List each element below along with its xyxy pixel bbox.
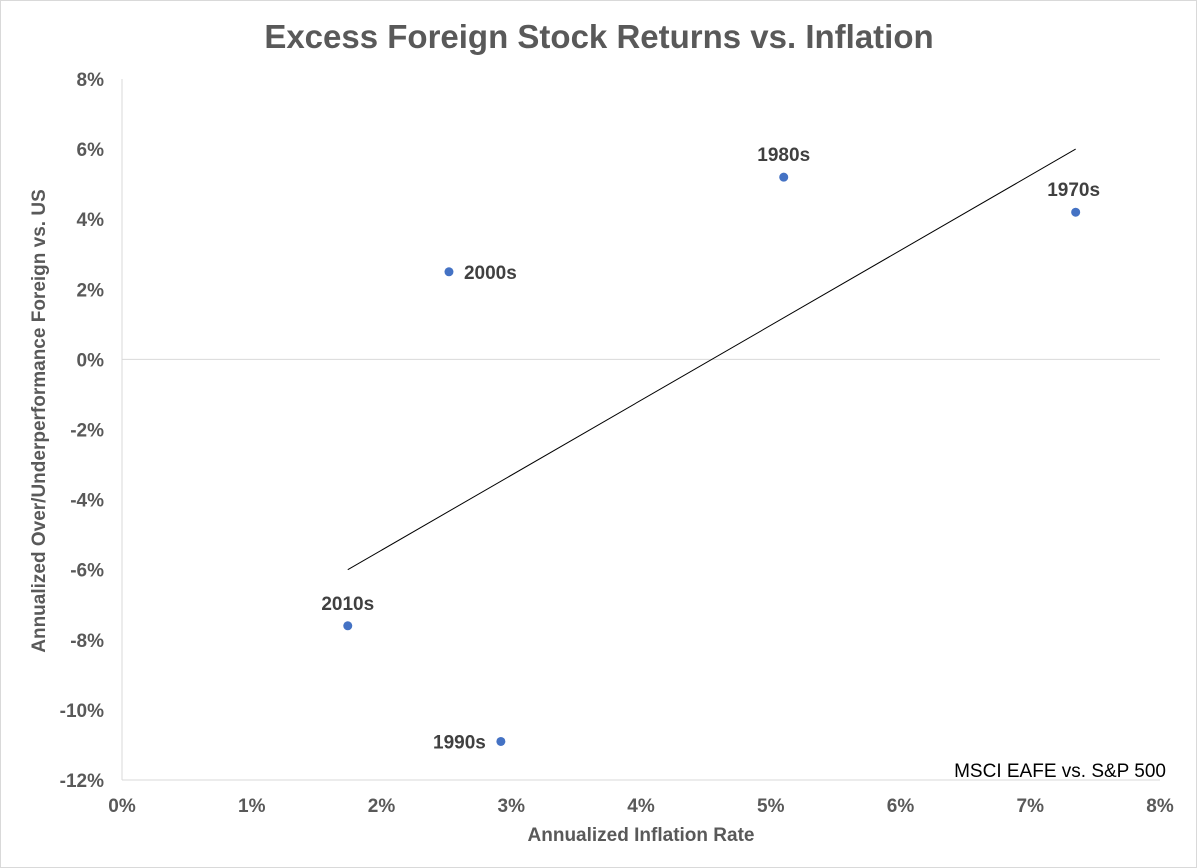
x-tick-label: 6% xyxy=(887,796,915,817)
data-point-1970s xyxy=(1071,207,1081,217)
x-axis-title: Annualized Inflation Rate xyxy=(528,825,755,846)
data-points-layer: 1970s 1980s 2000s 2010s 1990s xyxy=(321,145,1100,753)
data-point-1990s xyxy=(496,736,506,746)
y-tick-label: 0% xyxy=(77,350,105,371)
y-tick-label: 4% xyxy=(77,210,105,231)
x-tick-label: 1% xyxy=(238,796,266,817)
y-tick-label: -2% xyxy=(70,421,104,442)
x-tick-label: 5% xyxy=(757,796,785,817)
tick-labels-layer: 8%6%4%2%0%-2%-4%-6%-8%-10%-12%0% 1% 2% 3% 4%… xyxy=(60,70,1174,817)
y-tick-label: 6% xyxy=(77,140,105,161)
x-tick-label: 3% xyxy=(498,796,526,817)
y-tick-label: 2% xyxy=(77,280,105,301)
y-tick-label: -10% xyxy=(60,701,104,722)
y-tick-label: -6% xyxy=(70,561,104,582)
y-tick-label: -12% xyxy=(60,771,104,792)
x-tick-label: 4% xyxy=(627,796,655,817)
x-tick-label: 2% xyxy=(368,796,396,817)
y-tick-label: -4% xyxy=(70,491,104,512)
y-tick-label: 8% xyxy=(77,70,105,91)
y-axis-title: Annualized Over/Underperformance Foreign… xyxy=(29,189,50,653)
point-label-2000s: 2000s xyxy=(464,263,517,284)
trendline xyxy=(347,148,1076,571)
x-tick-label: 7% xyxy=(1017,796,1045,817)
y-tick-label: -8% xyxy=(70,631,104,652)
axes-layer xyxy=(121,79,1160,781)
chart-title: Excess Foreign Stock Returns vs. Inflati… xyxy=(264,18,933,55)
data-point-1980s xyxy=(779,172,789,182)
point-label-1980s: 1980s xyxy=(757,145,810,166)
point-label-1970s: 1970s xyxy=(1047,180,1100,201)
x-tick-label: 8% xyxy=(1146,796,1174,817)
point-label-1990s: 1990s xyxy=(433,732,486,753)
x-tick-label: 0% xyxy=(108,796,136,817)
data-point-2010s xyxy=(343,621,353,631)
y-axis-title-group: Annualized Over/Underperformance Foreign… xyxy=(29,189,50,653)
data-point-2000s xyxy=(444,267,454,277)
trendline-layer xyxy=(347,148,1076,571)
point-label-2010s: 2010s xyxy=(321,594,374,615)
source-note: MSCI EAFE vs. S&P 500 xyxy=(954,761,1166,782)
